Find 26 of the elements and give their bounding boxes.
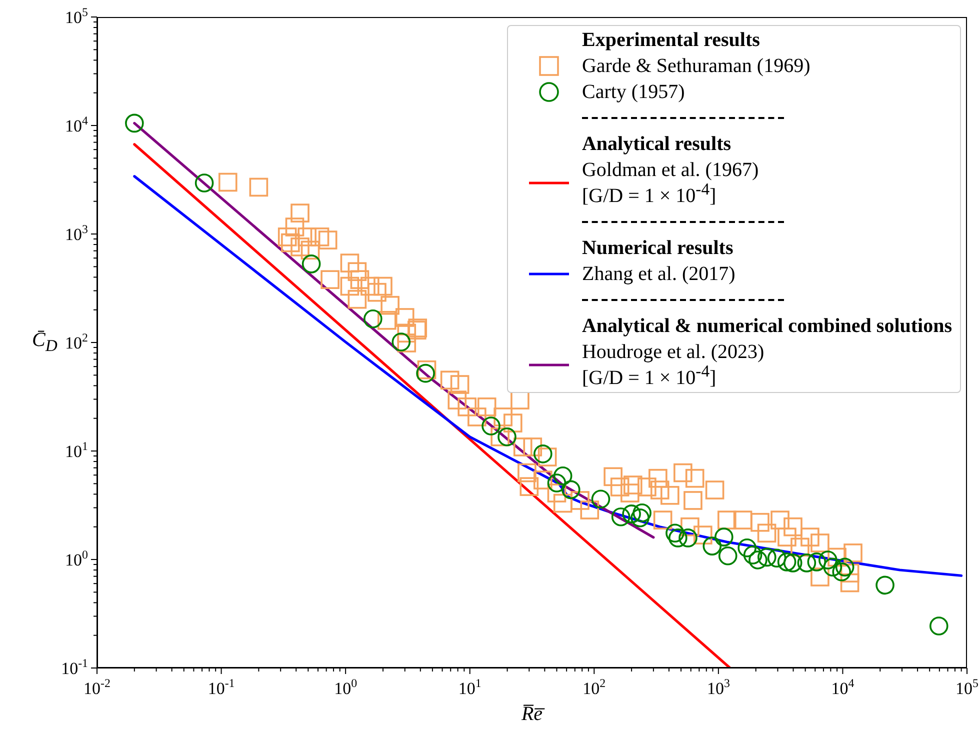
y-tick-label: 10$^{-1}$: [61, 656, 88, 678]
x-tick-label: 10$^{-2}$: [84, 676, 111, 698]
x-tick-label: 10$^{2}$: [582, 676, 606, 698]
x-axis-title: R̅e̅: [520, 703, 546, 726]
x-tick-label: 10$^{3}$: [706, 676, 730, 698]
y-tick-label: 10$^{1}$: [65, 439, 88, 461]
legend-label: Zhang et al. (2017): [582, 262, 736, 287]
legend-label: Goldman et al. (1967) [G/D = 1 × 10$^{-4}$]: [582, 158, 759, 209]
annotation: Analytical results: [582, 132, 732, 157]
legend-label: Carty (1957): [582, 80, 685, 105]
legend-label: Garde & Sethuraman (1969): [582, 54, 810, 79]
annotation: Experimental results: [582, 28, 760, 53]
legend-label: Houdroge et al. (2023) [G/D = 1 × 10$^{-4}$]: [582, 340, 764, 391]
y-tick-label: 10$^{5}$: [65, 5, 88, 27]
x-tick-label: 10$^{0}$: [334, 676, 358, 698]
x-tick-label: 10$^{-1}$: [208, 676, 235, 698]
y-tick-label: 10$^{2}$: [65, 330, 88, 352]
y-tick-label: 10$^{3}$: [65, 222, 88, 244]
x-tick-label: 10$^{1}$: [458, 676, 482, 698]
y-tick-label: 10$^{0}$: [65, 548, 88, 570]
x-tick-label: 10$^{4}$: [831, 676, 854, 698]
x-tick-label: 10$^{5}$: [956, 676, 979, 698]
y-tick-label: 10$^{4}$: [65, 114, 88, 136]
y-axis-title: C̄$_{D}$: [32, 328, 58, 354]
annotation: Numerical results: [582, 236, 734, 261]
annotation: Analytical & numerical combined solutions: [582, 314, 952, 339]
